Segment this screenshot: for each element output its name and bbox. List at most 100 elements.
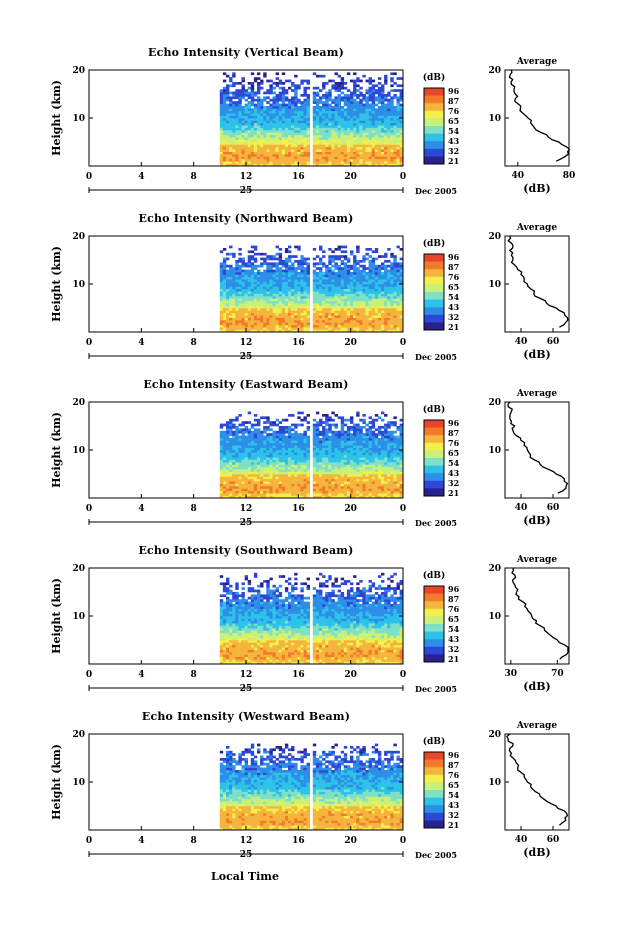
heatmap-cell bbox=[300, 115, 304, 119]
heatmap-cell bbox=[381, 103, 385, 107]
heatmap-cell bbox=[346, 110, 351, 114]
heatmap-cell bbox=[356, 308, 360, 311]
heatmap-cell bbox=[284, 462, 289, 465]
heatmap-cell bbox=[384, 493, 388, 496]
heatmap-cell bbox=[393, 457, 397, 460]
heatmap-cell bbox=[368, 103, 372, 107]
heatmap-cell bbox=[377, 132, 382, 136]
heatmap-cell bbox=[226, 106, 230, 109]
heatmap-cell bbox=[359, 291, 363, 294]
heatmap-cell bbox=[399, 120, 403, 124]
heatmap-cell bbox=[334, 72, 338, 76]
heatmap-cell bbox=[226, 298, 230, 302]
heatmap-cell bbox=[337, 276, 341, 280]
heatmap-cell bbox=[250, 320, 255, 323]
heatmap-cell bbox=[288, 495, 292, 499]
heatmap-cell bbox=[334, 329, 338, 333]
heatmap-cell bbox=[312, 279, 317, 282]
heatmap-cell bbox=[374, 296, 379, 299]
heatmap-cell bbox=[350, 310, 354, 314]
heatmap-cell bbox=[241, 478, 245, 482]
heatmap-cell bbox=[291, 457, 295, 460]
heatmap-cell bbox=[244, 154, 248, 157]
heatmap-cell bbox=[353, 317, 357, 321]
heatmap-cell bbox=[374, 483, 379, 487]
heatmap-cell bbox=[393, 493, 397, 496]
heatmap-cell bbox=[238, 464, 242, 468]
heatmap-cell bbox=[362, 327, 366, 330]
heatmap-cell bbox=[377, 450, 382, 453]
heatmap-cell bbox=[350, 293, 354, 297]
heatmap-cell bbox=[322, 139, 326, 143]
heatmap-cell bbox=[331, 272, 335, 275]
heatmap-cell bbox=[238, 322, 242, 326]
heatmap-cell bbox=[368, 158, 372, 162]
heatmap-cell bbox=[353, 255, 357, 258]
heatmap-cell bbox=[399, 115, 403, 119]
heatmap-cell bbox=[219, 130, 224, 133]
heatmap-cell bbox=[288, 317, 292, 321]
heatmap-cell bbox=[288, 272, 292, 275]
heatmap-cell bbox=[319, 486, 323, 489]
heatmap-cell bbox=[269, 127, 273, 131]
heatmap-cell bbox=[325, 291, 329, 294]
heatmap-cell bbox=[356, 471, 360, 475]
heatmap-cell bbox=[226, 329, 230, 333]
heatmap-cell bbox=[396, 308, 400, 311]
heatmap-cell bbox=[331, 454, 335, 458]
heatmap-cell bbox=[226, 98, 230, 102]
heatmap-cell bbox=[350, 495, 354, 499]
heatmap-cell bbox=[226, 103, 230, 107]
heatmap-cell bbox=[263, 483, 267, 487]
heatmap-cell bbox=[396, 296, 400, 299]
heatmap-cell bbox=[322, 317, 326, 321]
heatmap-cell bbox=[219, 447, 224, 451]
heatmap-cell bbox=[232, 82, 236, 85]
heatmap-cell bbox=[325, 163, 329, 167]
heatmap-cell bbox=[346, 89, 351, 92]
heatmap-cell bbox=[319, 113, 323, 116]
heatmap-cell bbox=[390, 488, 394, 492]
heatmap-cell bbox=[325, 151, 329, 155]
heatmap-cell bbox=[266, 454, 270, 458]
heatmap-cell bbox=[390, 137, 394, 140]
heatmap-cell bbox=[350, 288, 354, 292]
heatmap-cell bbox=[238, 454, 242, 458]
heatmap-cell bbox=[350, 156, 354, 160]
heatmap-cell bbox=[263, 466, 267, 470]
heatmap-cell bbox=[284, 89, 289, 92]
heatmap-cell bbox=[396, 322, 400, 326]
heatmap-cell bbox=[275, 146, 279, 150]
heatmap-cell bbox=[291, 103, 295, 107]
heatmap-cell bbox=[353, 466, 357, 470]
heatmap-cell bbox=[263, 142, 267, 145]
heatmap-cell bbox=[281, 466, 286, 470]
heatmap-cell bbox=[219, 144, 224, 148]
heatmap-cell bbox=[368, 89, 372, 92]
heatmap-cell bbox=[319, 122, 323, 126]
heatmap-cell bbox=[340, 293, 345, 297]
heatmap-cell bbox=[312, 483, 317, 487]
heatmap-cell bbox=[300, 493, 304, 496]
heatmap-cell bbox=[284, 248, 289, 251]
heatmap-cell bbox=[303, 476, 307, 480]
heatmap-cell bbox=[340, 108, 345, 112]
heatmap-cell bbox=[331, 144, 335, 148]
heatmap-cell bbox=[275, 284, 279, 287]
heatmap-cell bbox=[353, 483, 357, 487]
heatmap-cell bbox=[353, 125, 357, 128]
heatmap-cell bbox=[331, 327, 335, 330]
heatmap-cell bbox=[396, 118, 400, 121]
heatmap-cell bbox=[250, 103, 255, 107]
heatmap-cell bbox=[253, 469, 258, 472]
heatmap-cell bbox=[266, 161, 270, 164]
heatmap-cell bbox=[353, 478, 357, 482]
heatmap-cell bbox=[250, 86, 255, 90]
heatmap-cell bbox=[384, 488, 388, 492]
heatmap-cell bbox=[263, 113, 267, 116]
heatmap-cell bbox=[384, 77, 388, 80]
heatmap-cell bbox=[340, 245, 345, 249]
heatmap-cell bbox=[390, 156, 394, 160]
heatmap-cell bbox=[365, 305, 369, 309]
heatmap-cell bbox=[399, 89, 403, 92]
